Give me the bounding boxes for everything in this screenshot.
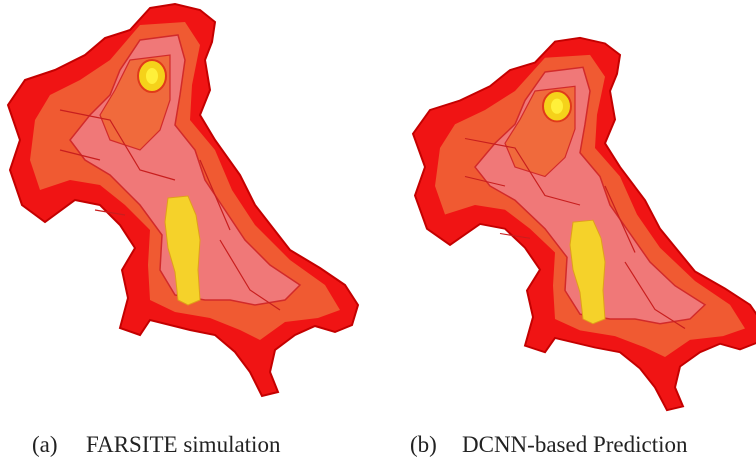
figure: (a) FARSITE simulation (b) DCNN-based Pr… bbox=[0, 0, 756, 466]
panel-label: (a) bbox=[32, 432, 58, 457]
dcnn-map bbox=[413, 38, 756, 410]
page: (a) FARSITE simulation (b) DCNN-based Pr… bbox=[0, 0, 756, 466]
farsite-map bbox=[8, 4, 358, 396]
caption-a: (a) FARSITE simulation bbox=[32, 432, 281, 457]
panel-caption: DCNN-based Prediction bbox=[462, 432, 688, 457]
caption-b: (b) DCNN-based Prediction bbox=[410, 432, 688, 457]
panel-label: (b) bbox=[410, 432, 437, 457]
panel-caption: FARSITE simulation bbox=[86, 432, 281, 457]
